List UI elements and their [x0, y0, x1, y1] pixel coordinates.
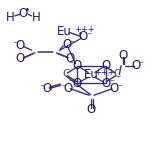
Text: Eu: Eu [84, 68, 99, 81]
Text: ⁻: ⁻ [139, 61, 144, 71]
Text: O: O [72, 59, 81, 72]
Text: O: O [64, 81, 73, 95]
Text: ⁻: ⁻ [39, 83, 44, 93]
Text: O: O [102, 77, 111, 90]
Text: O: O [119, 49, 128, 62]
Text: Eu: Eu [57, 25, 71, 38]
Text: O: O [87, 103, 96, 116]
Text: ⁻: ⁻ [109, 78, 115, 88]
Text: +++: +++ [95, 68, 115, 77]
Text: ⁻: ⁻ [68, 78, 74, 88]
Text: O: O [43, 81, 52, 95]
Text: O: O [131, 59, 140, 72]
Text: O: O [15, 39, 25, 52]
Text: ⁻: ⁻ [68, 61, 74, 71]
Text: C: C [62, 69, 69, 79]
Text: O: O [72, 77, 81, 90]
Text: O: O [15, 52, 25, 66]
Text: ⁻: ⁻ [70, 39, 75, 49]
Text: O: O [79, 30, 88, 43]
Text: O: O [65, 52, 74, 65]
Text: ⁻: ⁻ [12, 41, 17, 51]
Text: O: O [62, 38, 71, 51]
Text: +++: +++ [74, 25, 94, 34]
Text: O: O [109, 81, 119, 95]
Text: C: C [114, 69, 121, 79]
Text: ⁻: ⁻ [60, 83, 65, 93]
Text: H: H [32, 11, 41, 24]
Text: H: H [6, 11, 14, 24]
Text: O: O [18, 7, 28, 20]
Text: ⁻: ⁻ [86, 32, 92, 42]
Text: O: O [102, 59, 111, 72]
Text: ⁻: ⁻ [117, 83, 122, 93]
